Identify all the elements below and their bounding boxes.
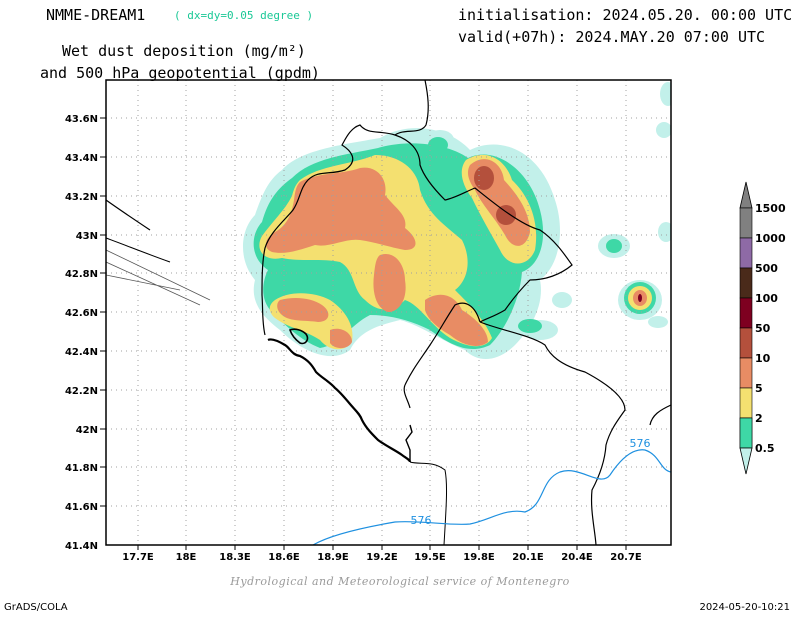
lat-label: 43.4N xyxy=(65,153,98,164)
lat-label: 43.2N xyxy=(65,192,98,203)
legend-swatch xyxy=(739,237,753,269)
lon-label: 18.9E xyxy=(317,552,349,563)
lat-label: 41.4N xyxy=(65,541,98,552)
model-title: NMME-DREAM1 xyxy=(46,6,146,24)
contour-label-east: 576 xyxy=(630,437,651,450)
legend-bottom-arrow xyxy=(739,447,753,475)
lat-label: 43N xyxy=(76,231,98,242)
lat-label: 41.6N xyxy=(65,502,98,513)
resolution-label: ( dx=dy=0.05 degree ) xyxy=(174,9,314,22)
legend-swatch xyxy=(739,387,753,419)
lon-label: 20.1E xyxy=(512,552,544,563)
legend-label: 5 xyxy=(755,382,763,395)
lon-label: 20.7E xyxy=(610,552,642,563)
legend-label: 10 xyxy=(755,352,771,365)
legend-swatch xyxy=(739,267,753,299)
legend-label: 500 xyxy=(755,262,778,275)
dust-deposition-field xyxy=(242,82,671,360)
legend-swatch xyxy=(739,207,753,239)
legend-label: 0.5 xyxy=(755,442,775,455)
grads-label: GrADS/COLA xyxy=(4,602,68,613)
lon-label: 17.7E xyxy=(122,552,154,563)
credit-line: Hydrological and Meteorological service … xyxy=(230,575,570,588)
lat-label: 42N xyxy=(76,425,98,436)
lon-label: 18E xyxy=(176,552,197,563)
contour-label-south: 576 xyxy=(411,514,432,527)
variable-title-line2: and 500 hPa geopotential (gpdm) xyxy=(40,64,320,82)
lat-label: 43.6N xyxy=(65,114,98,125)
color-legend: 1500 1000 500 100 50 10 5 2 0.5 xyxy=(739,181,786,475)
lat-label: 41.8N xyxy=(65,463,98,474)
lon-label: 19.2E xyxy=(366,552,398,563)
lat-label: 42.2N xyxy=(65,386,98,397)
legend-swatch xyxy=(739,327,753,359)
legend-label: 1500 xyxy=(755,202,786,215)
lon-label: 19.5E xyxy=(414,552,446,563)
legend-label: 2 xyxy=(755,412,763,425)
legend-swatch xyxy=(739,297,753,329)
lat-lon-grid xyxy=(106,80,671,545)
lat-label: 42.4N xyxy=(65,347,98,358)
geopotential-576-contour xyxy=(312,449,671,545)
initialisation-time: initialisation: 2024.05.20. 00:00 UTC xyxy=(458,6,793,24)
lon-label: 18.6E xyxy=(268,552,300,563)
legend-swatch xyxy=(739,417,753,449)
legend-label: 50 xyxy=(755,322,771,335)
valid-time: valid(+07h): 2024.MAY.20 07:00 UTC xyxy=(458,28,766,46)
legend-swatch xyxy=(739,357,753,389)
variable-title-line1: Wet dust deposition (mg/m²) xyxy=(62,42,306,60)
render-timestamp: 2024-05-20-10:21 xyxy=(699,602,790,613)
lat-label: 42.8N xyxy=(65,269,98,280)
legend-top-arrow xyxy=(739,181,753,209)
lat-label: 42.6N xyxy=(65,308,98,319)
country-borders xyxy=(106,80,671,545)
legend-label: 1000 xyxy=(755,232,786,245)
lon-label: 18.3E xyxy=(219,552,251,563)
legend-label: 100 xyxy=(755,292,778,305)
lon-label: 20.4E xyxy=(561,552,593,563)
lon-label: 19.8E xyxy=(463,552,495,563)
